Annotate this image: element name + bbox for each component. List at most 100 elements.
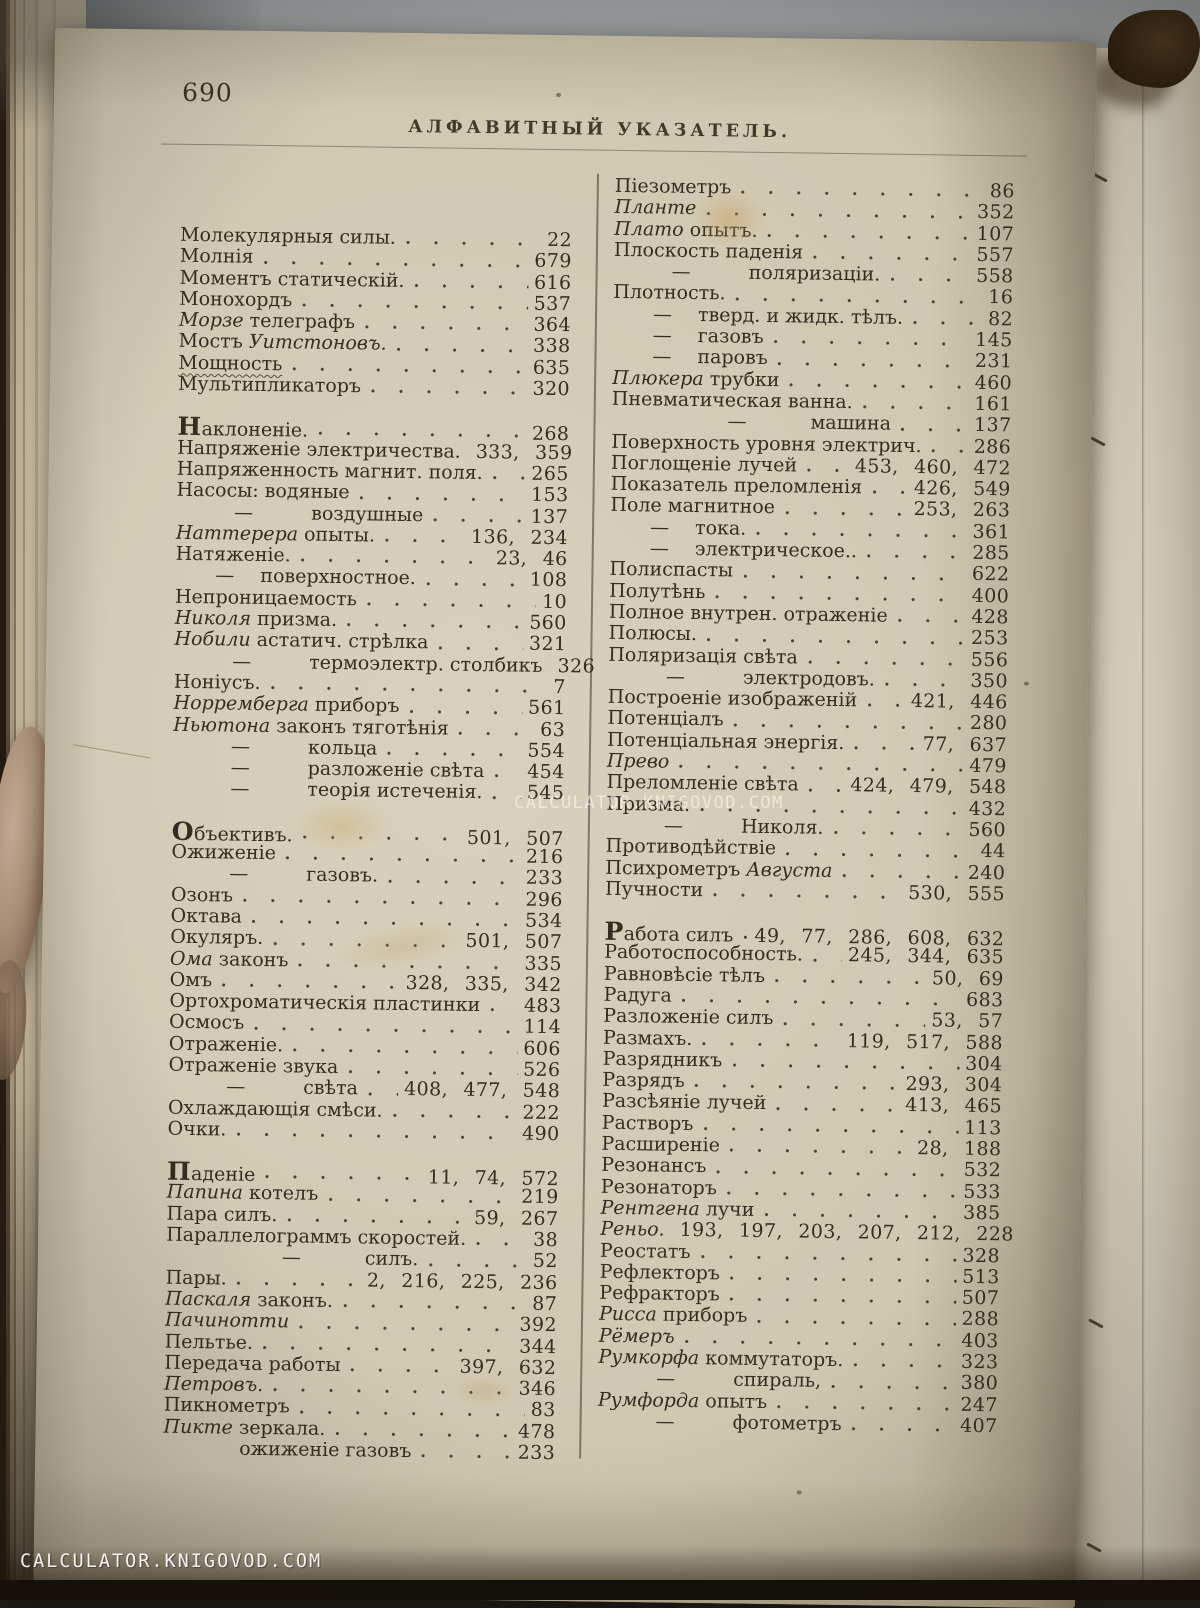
entry-page-numbers: 537 xyxy=(534,294,572,316)
page-number: 690 xyxy=(182,78,233,108)
dot-leader xyxy=(272,940,459,950)
entry-term: воздушные xyxy=(311,503,423,526)
entry-page-numbers: 560 xyxy=(968,820,1006,842)
entry-term: Полутѣнь xyxy=(609,580,706,603)
dot-leader xyxy=(299,1408,525,1418)
dot-leader xyxy=(766,232,970,242)
entry-term: Пневматическая ванна. xyxy=(612,389,853,414)
entry-page-numbers: 460 xyxy=(975,373,1013,395)
entry-page-numbers: 86 xyxy=(990,181,1015,203)
entry-page-numbers: 554 xyxy=(527,740,565,762)
ditto-dash: — xyxy=(653,325,672,347)
ditto-dash: — xyxy=(230,779,249,801)
entry-page-numbers: 400 xyxy=(972,585,1010,607)
entry-page-numbers: 222 xyxy=(522,1102,560,1124)
dot-leader xyxy=(413,282,528,291)
entry-term: Параллелограммъ скоростей. xyxy=(166,1225,466,1250)
entry-term: Планте xyxy=(614,197,696,219)
entry-page-numbers: 240 xyxy=(968,862,1006,884)
facing-page-crease xyxy=(1142,48,1145,1588)
entry-term: ожиженіе газовъ xyxy=(239,1439,411,1463)
dot-leader xyxy=(862,404,969,412)
dot-leader xyxy=(912,319,982,327)
entry-term: силъ. xyxy=(365,1249,419,1271)
dot-leader xyxy=(475,1240,527,1248)
entry-page-numbers: 52 xyxy=(533,1251,558,1273)
dot-leader xyxy=(425,580,524,588)
dot-leader xyxy=(715,1168,957,1178)
dot-leader xyxy=(405,239,541,248)
dot-leader xyxy=(253,1025,517,1036)
entry-page-numbers: 622 xyxy=(972,564,1010,586)
dot-leader xyxy=(221,982,399,991)
entry-term: Осмосъ xyxy=(169,1012,244,1034)
paper-crease xyxy=(73,744,150,758)
column-divider xyxy=(579,174,598,1459)
entry-page-numbers: 286 xyxy=(974,436,1012,458)
entry-term: Резонансъ xyxy=(601,1155,707,1178)
entry-page-numbers: 137 xyxy=(974,415,1012,437)
dot-leader xyxy=(782,1020,925,1029)
entry-page-numbers: 233 xyxy=(518,1443,556,1465)
entry-page-numbers: 304 xyxy=(965,1054,1003,1076)
dot-leader xyxy=(302,834,461,843)
dot-leader xyxy=(807,658,965,667)
index-header: АЛФАВИТНЫЙ УКАЗАТЕЛЬ. xyxy=(124,113,1076,146)
entry-page-numbers: 513 xyxy=(962,1267,1000,1289)
entry-term: Румкорфа коммутаторъ. xyxy=(598,1347,843,1372)
entry-page-numbers: 82 xyxy=(988,309,1013,331)
dot-leader xyxy=(699,1253,956,1264)
dot-leader xyxy=(427,1261,527,1269)
entry-term: Размахъ. xyxy=(603,1027,693,1050)
ditto-dash: — xyxy=(652,347,671,369)
dot-leader xyxy=(408,708,522,717)
dot-leader xyxy=(812,254,970,263)
entry-page-numbers: 397, 632 xyxy=(459,1357,556,1380)
dot-leader xyxy=(852,1362,955,1370)
entry-page-numbers: 145 xyxy=(975,330,1013,352)
entry-page-numbers: 53, 57 xyxy=(931,1011,1003,1033)
entry-term: термоэлектр. столбикъ xyxy=(309,652,543,677)
dot-leader xyxy=(702,1125,958,1136)
entry-page-numbers: 403 xyxy=(961,1331,999,1353)
entry-page-numbers: 44 xyxy=(980,841,1005,863)
entry-term: Рефлекторъ xyxy=(600,1262,721,1285)
entry-term: Рёмеръ xyxy=(599,1325,675,1347)
entry-term: Насосы: водяные xyxy=(176,480,349,504)
entry-term: газовъ xyxy=(698,326,764,348)
entry-term: Расширеніе xyxy=(601,1134,720,1157)
dot-leader xyxy=(784,509,908,518)
dot-leader xyxy=(884,681,965,689)
entry-page-numbers: 424, 479, 548 xyxy=(850,775,1006,798)
dot-leader xyxy=(774,977,926,986)
dot-leader xyxy=(773,338,970,348)
ditto-dash: — xyxy=(650,517,669,539)
entry-page-numbers: 453, 460, 472 xyxy=(855,456,1011,479)
entry-page-numbers: 296 xyxy=(525,889,563,911)
watermark-bottom: CALCULATOR.KNIGOVOD.COM xyxy=(20,1551,322,1572)
entry-page-numbers: 161 xyxy=(974,394,1012,416)
dot-leader xyxy=(347,1068,517,1077)
entry-term: Резонаторъ xyxy=(601,1176,717,1199)
dot-leader xyxy=(931,447,968,455)
entry-page-numbers: 616 xyxy=(534,272,572,294)
entry-page-numbers: 137 xyxy=(531,506,569,528)
entry-page-numbers: 361 xyxy=(972,522,1010,544)
photo-bottom-edge xyxy=(0,1580,1200,1600)
watermark-center: CALCULATOR.KNIGOVOD.COM xyxy=(514,793,784,813)
entry-page-numbers: 28, 188 xyxy=(917,1138,1002,1160)
entry-page-numbers: 407 xyxy=(960,1416,998,1438)
entry-term: Реостатъ xyxy=(600,1240,691,1263)
dot-leader xyxy=(776,1403,954,1412)
entry-term: Разрядникъ xyxy=(603,1049,723,1072)
ditto-dash: — xyxy=(671,262,690,284)
dot-leader xyxy=(841,872,962,881)
entry-term: Пара силъ. xyxy=(166,1203,277,1226)
entry-term: Разрядъ xyxy=(602,1070,685,1092)
dot-leader xyxy=(853,744,917,752)
entry-term: Омъ xyxy=(170,969,213,991)
entry-page-numbers: 10 xyxy=(542,592,567,614)
